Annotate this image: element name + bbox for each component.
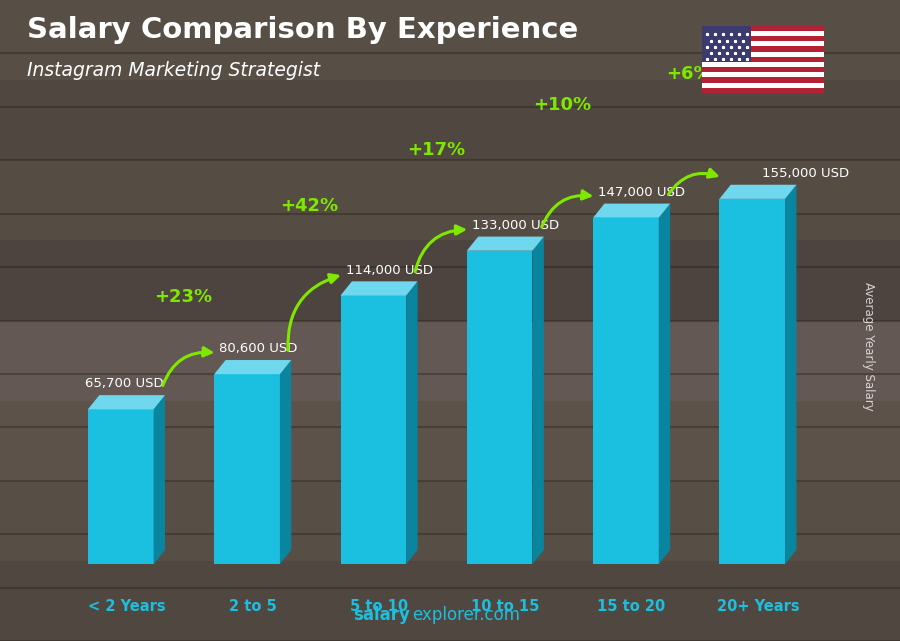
Bar <box>702 41 824 46</box>
Polygon shape <box>719 185 796 199</box>
Polygon shape <box>719 199 785 564</box>
Text: +23%: +23% <box>154 288 212 306</box>
Polygon shape <box>340 281 418 296</box>
Polygon shape <box>593 218 659 564</box>
Text: 80,600 USD: 80,600 USD <box>220 342 298 355</box>
Polygon shape <box>659 204 670 564</box>
Text: salary: salary <box>353 606 410 624</box>
Text: 10 to 15: 10 to 15 <box>471 599 539 615</box>
Bar <box>0 320 900 401</box>
Text: < 2 Years: < 2 Years <box>87 599 166 615</box>
Polygon shape <box>593 204 670 218</box>
Polygon shape <box>467 237 544 251</box>
Text: 155,000 USD: 155,000 USD <box>762 167 850 180</box>
Text: Instagram Marketing Strategist: Instagram Marketing Strategist <box>27 61 320 80</box>
Bar <box>702 88 824 93</box>
Text: 2 to 5: 2 to 5 <box>229 599 276 615</box>
Bar <box>0 80 900 160</box>
Text: 5 to 10: 5 to 10 <box>350 599 408 615</box>
Bar <box>702 62 824 67</box>
Text: 133,000 USD: 133,000 USD <box>472 219 559 232</box>
Text: +10%: +10% <box>533 96 591 114</box>
Polygon shape <box>785 185 796 564</box>
Text: Average Yearly Salary: Average Yearly Salary <box>862 282 875 410</box>
Polygon shape <box>340 296 406 564</box>
Bar <box>702 51 824 56</box>
Bar <box>0 160 900 240</box>
Text: +42%: +42% <box>281 197 338 215</box>
Text: 65,700 USD: 65,700 USD <box>86 378 164 390</box>
Bar <box>702 56 824 62</box>
Bar <box>702 78 824 83</box>
Bar <box>702 46 824 51</box>
Text: 147,000 USD: 147,000 USD <box>598 186 685 199</box>
Text: +6%: +6% <box>666 65 711 83</box>
Bar <box>0 401 900 481</box>
Polygon shape <box>467 251 533 564</box>
Polygon shape <box>214 374 280 564</box>
Bar <box>702 67 824 72</box>
Polygon shape <box>280 360 292 564</box>
Text: 20+ Years: 20+ Years <box>716 599 799 615</box>
Bar <box>0 561 900 641</box>
Polygon shape <box>214 360 292 374</box>
Bar <box>702 72 824 78</box>
Bar <box>0 240 900 320</box>
Polygon shape <box>154 395 165 564</box>
Text: Salary Comparison By Experience: Salary Comparison By Experience <box>27 16 578 44</box>
Text: +17%: +17% <box>407 141 465 159</box>
Bar <box>0 0 900 80</box>
Text: 114,000 USD: 114,000 USD <box>346 263 433 277</box>
Bar <box>702 36 824 41</box>
Text: 15 to 20: 15 to 20 <box>598 599 666 615</box>
Bar <box>702 26 824 31</box>
Polygon shape <box>88 395 165 410</box>
Bar <box>702 83 824 88</box>
Bar <box>702 31 824 36</box>
Polygon shape <box>88 410 154 564</box>
Bar <box>702 26 751 62</box>
Polygon shape <box>406 281 418 564</box>
Bar <box>0 481 900 561</box>
Polygon shape <box>533 237 544 564</box>
Text: explorer.com: explorer.com <box>412 606 520 624</box>
